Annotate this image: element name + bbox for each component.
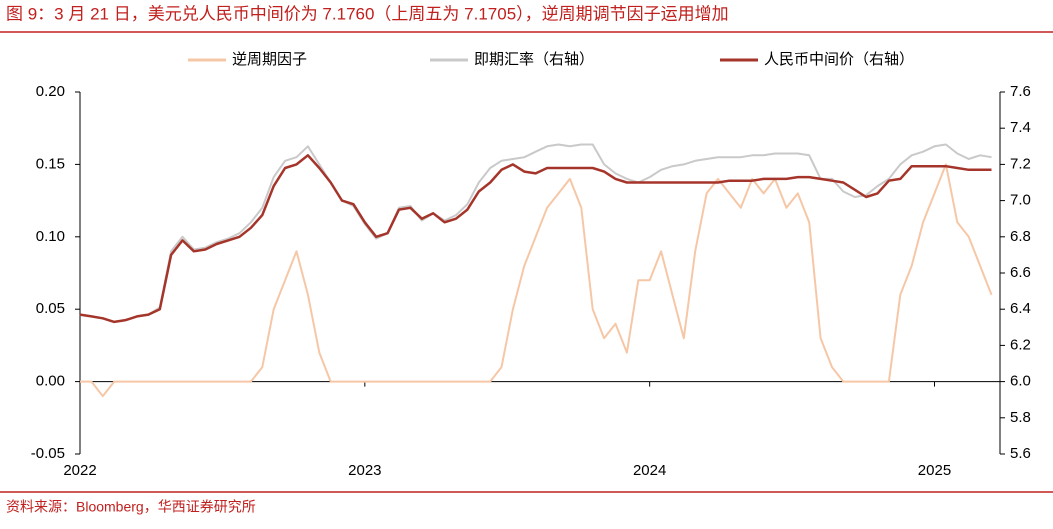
y2-tick-label: 7.6 bbox=[1010, 83, 1031, 100]
legend-label: 人民币中间价（右轴） bbox=[764, 51, 914, 68]
series-line bbox=[79, 143, 992, 323]
source-note: 资料来源：Bloomberg，华西证券研究所 bbox=[6, 499, 256, 515]
x-tick-label: 2024 bbox=[633, 462, 666, 479]
x-tick-label: 2025 bbox=[918, 462, 951, 479]
x-tick-label: 2023 bbox=[348, 462, 381, 479]
series-line bbox=[80, 163, 993, 398]
y2-tick-label: 7.2 bbox=[1010, 155, 1031, 172]
chart-title: 图 9：3 月 21 日，美元兑人民币中间价为 7.1760（上周五为 7.17… bbox=[6, 4, 729, 23]
y2-tick-label: 7.0 bbox=[1010, 192, 1031, 209]
y-tick-label: 0.20 bbox=[36, 83, 65, 100]
y2-tick-label: 6.4 bbox=[1010, 300, 1031, 317]
legend-label: 逆周期因子 bbox=[232, 51, 307, 68]
y-tick-label: 0.05 bbox=[36, 300, 65, 317]
series-line bbox=[79, 154, 992, 324]
y2-tick-label: 7.4 bbox=[1010, 119, 1031, 136]
y2-tick-label: 6.2 bbox=[1010, 336, 1031, 353]
legend-label: 即期汇率（右轴） bbox=[474, 51, 594, 68]
y2-tick-label: 6.0 bbox=[1010, 373, 1031, 390]
y-tick-label: 0.00 bbox=[36, 373, 65, 390]
x-tick-label: 2022 bbox=[63, 462, 96, 479]
y2-tick-label: 6.8 bbox=[1010, 228, 1031, 245]
y-tick-label: 0.15 bbox=[36, 155, 65, 172]
y2-tick-label: 5.6 bbox=[1010, 445, 1031, 462]
y-tick-label: 0.10 bbox=[36, 228, 65, 245]
y-tick-label: -0.05 bbox=[31, 445, 65, 462]
y2-tick-label: 5.8 bbox=[1010, 409, 1031, 426]
y2-tick-label: 6.6 bbox=[1010, 264, 1031, 281]
